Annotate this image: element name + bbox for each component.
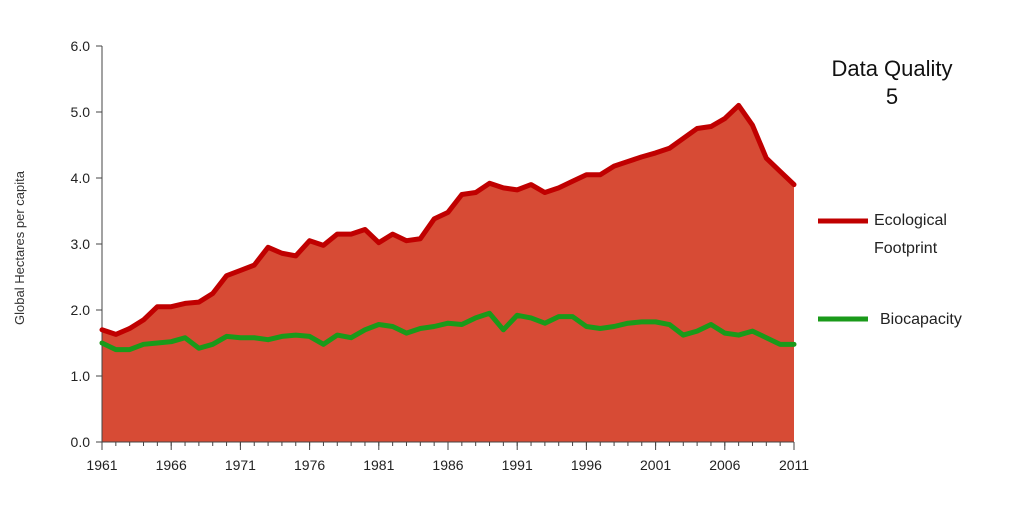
y-tick-label: 1.0 — [71, 368, 91, 384]
data-quality-value: 5 — [886, 84, 898, 109]
legend-label-ecological-footprint-line2: Footprint — [874, 240, 938, 257]
y-tick-label: 3.0 — [71, 236, 91, 252]
legend-label-biocapacity: Biocapacity — [880, 311, 962, 328]
axes — [96, 45, 795, 450]
legend-item-ecological-footprint: Ecological Footprint — [818, 212, 947, 257]
x-tick-label: 1996 — [571, 457, 602, 473]
data-quality-label: Data Quality — [831, 56, 952, 81]
data-quality-annotation: Data Quality 5 — [831, 56, 952, 109]
legend: Ecological Footprint Biocapacity — [818, 212, 962, 328]
x-tick-label: 1966 — [156, 457, 187, 473]
x-tick-label: 1986 — [432, 457, 463, 473]
tick-labels: 0.0 1.0 2.0 3.0 4.0 5.0 6.0 1961 1966 1971 1976 198… — [71, 38, 810, 473]
x-tick-label: 2001 — [640, 457, 671, 473]
plot-area — [102, 105, 794, 443]
series-lines — [99, 102, 797, 353]
y-tick-label: 4.0 — [71, 170, 91, 186]
x-tick-label: 1971 — [225, 457, 256, 473]
legend-label-ecological-footprint-line1: Ecological — [874, 212, 947, 229]
y-tick-label: 2.0 — [71, 302, 91, 318]
series-line-ecological-footprint — [99, 102, 797, 337]
x-tick-label: 1976 — [294, 457, 325, 473]
series-line-biocapacity — [99, 310, 797, 353]
x-tick-label: 1981 — [363, 457, 394, 473]
x-tick-label: 2011 — [779, 457, 809, 473]
x-tick-label: 1991 — [502, 457, 533, 473]
footprint-area-fill — [102, 105, 794, 443]
y-tick-label: 6.0 — [71, 38, 91, 54]
y-axis-title: Global Hectares per capita — [12, 170, 27, 325]
y-tick-label: 5.0 — [71, 104, 91, 120]
x-tick-label: 2006 — [709, 457, 740, 473]
y-tick-label: 0.0 — [71, 434, 91, 450]
x-tick-label: 1961 — [86, 457, 117, 473]
legend-item-biocapacity: Biocapacity — [818, 311, 962, 328]
